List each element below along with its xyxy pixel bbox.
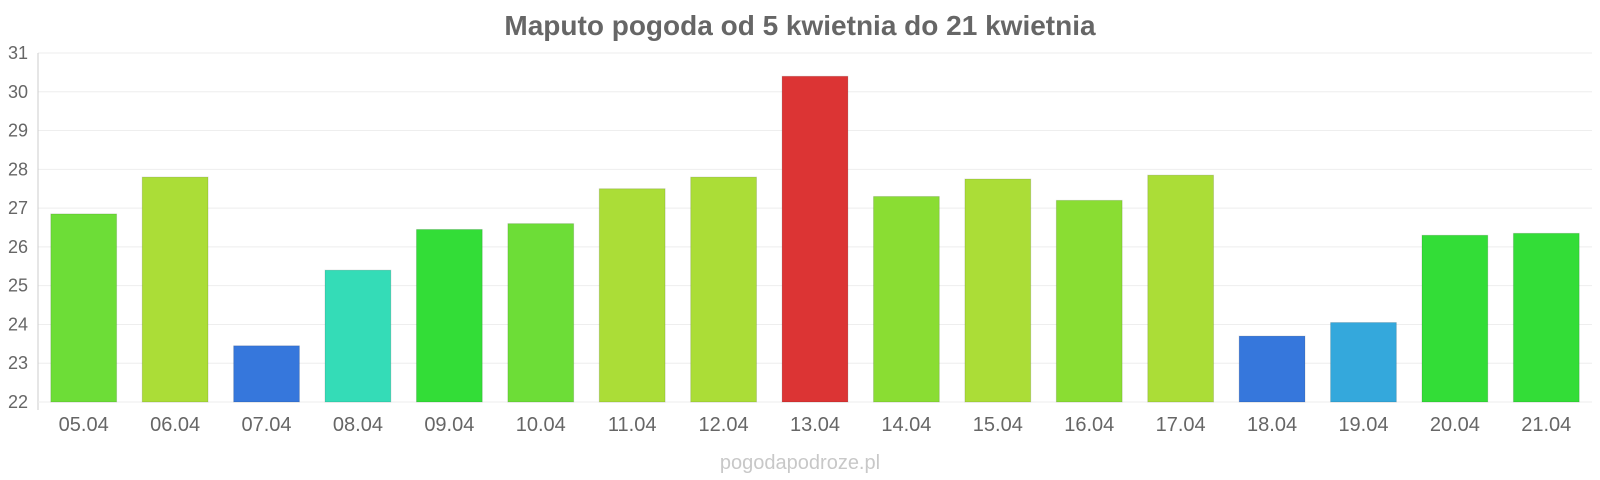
y-tick-label: 24 <box>8 314 28 334</box>
x-tick-label: 15.04 <box>973 414 1023 436</box>
bar-13-04 <box>781 75 849 403</box>
x-tick-label: 21.04 <box>1521 414 1571 436</box>
bar-19-04 <box>1330 322 1397 403</box>
y-tick-label: 31 <box>8 43 28 63</box>
x-tick-labels: 05.04 06.04 07.04 08.04 09.04 10.04 11.04 12.04… <box>59 414 1572 436</box>
y-tick-label: 30 <box>8 82 28 102</box>
x-tick-label: 07.04 <box>241 414 291 436</box>
bar-09-04 <box>415 228 483 403</box>
x-tick-label: 11.04 <box>608 414 657 436</box>
bar-16-04 <box>1055 199 1123 403</box>
x-tick-label: 16.04 <box>1064 414 1114 436</box>
x-tick-label: 10.04 <box>516 414 566 436</box>
x-tick-label: 20.04 <box>1430 414 1480 436</box>
y-tick-label: 22 <box>8 392 28 412</box>
chart-title: Maputo pogoda od 5 kwietnia do 21 kwietn… <box>504 10 1096 41</box>
watermark: pogodapodroze.pl <box>719 452 881 474</box>
bar-15-04 <box>964 178 1032 403</box>
bars <box>50 75 1580 403</box>
bar-10-04 <box>507 223 575 403</box>
x-tick-label: 12.04 <box>699 414 749 436</box>
bar-05-04 <box>50 213 118 403</box>
x-tick-label: 19.04 <box>1338 414 1388 436</box>
y-tick-label: 28 <box>8 159 28 179</box>
bar-14-04 <box>873 195 940 403</box>
bar-21-04 <box>1512 232 1580 403</box>
bar-06-04 <box>141 176 209 403</box>
x-tick-label: 08.04 <box>333 414 383 436</box>
bar-07-04 <box>233 345 300 403</box>
x-tick-label: 17.04 <box>1156 414 1206 436</box>
bar-08-04 <box>324 269 392 403</box>
bar-18-04 <box>1238 335 1306 403</box>
x-tick-label: 05.04 <box>59 414 109 436</box>
bar-12-04 <box>690 176 757 403</box>
x-tick-label: 09.04 <box>424 414 474 436</box>
bar-20-04 <box>1421 234 1489 403</box>
x-tick-label: 14.04 <box>881 414 931 436</box>
y-tick-label: 29 <box>8 121 28 141</box>
x-tick-label: 06.04 <box>150 414 200 436</box>
y-tick-label: 27 <box>8 198 28 218</box>
y-tick-label: 26 <box>8 237 28 257</box>
bar-17-04 <box>1147 174 1215 403</box>
bar-11-04 <box>598 188 666 403</box>
y-tick-label: 23 <box>8 353 28 373</box>
x-tick-label: 13.04 <box>790 414 840 436</box>
y-tick-label: 25 <box>8 276 28 296</box>
y-tick-labels: 22 23 24 25 26 27 28 29 30 31 <box>8 43 28 412</box>
x-tick-label: 18.04 <box>1247 414 1297 436</box>
